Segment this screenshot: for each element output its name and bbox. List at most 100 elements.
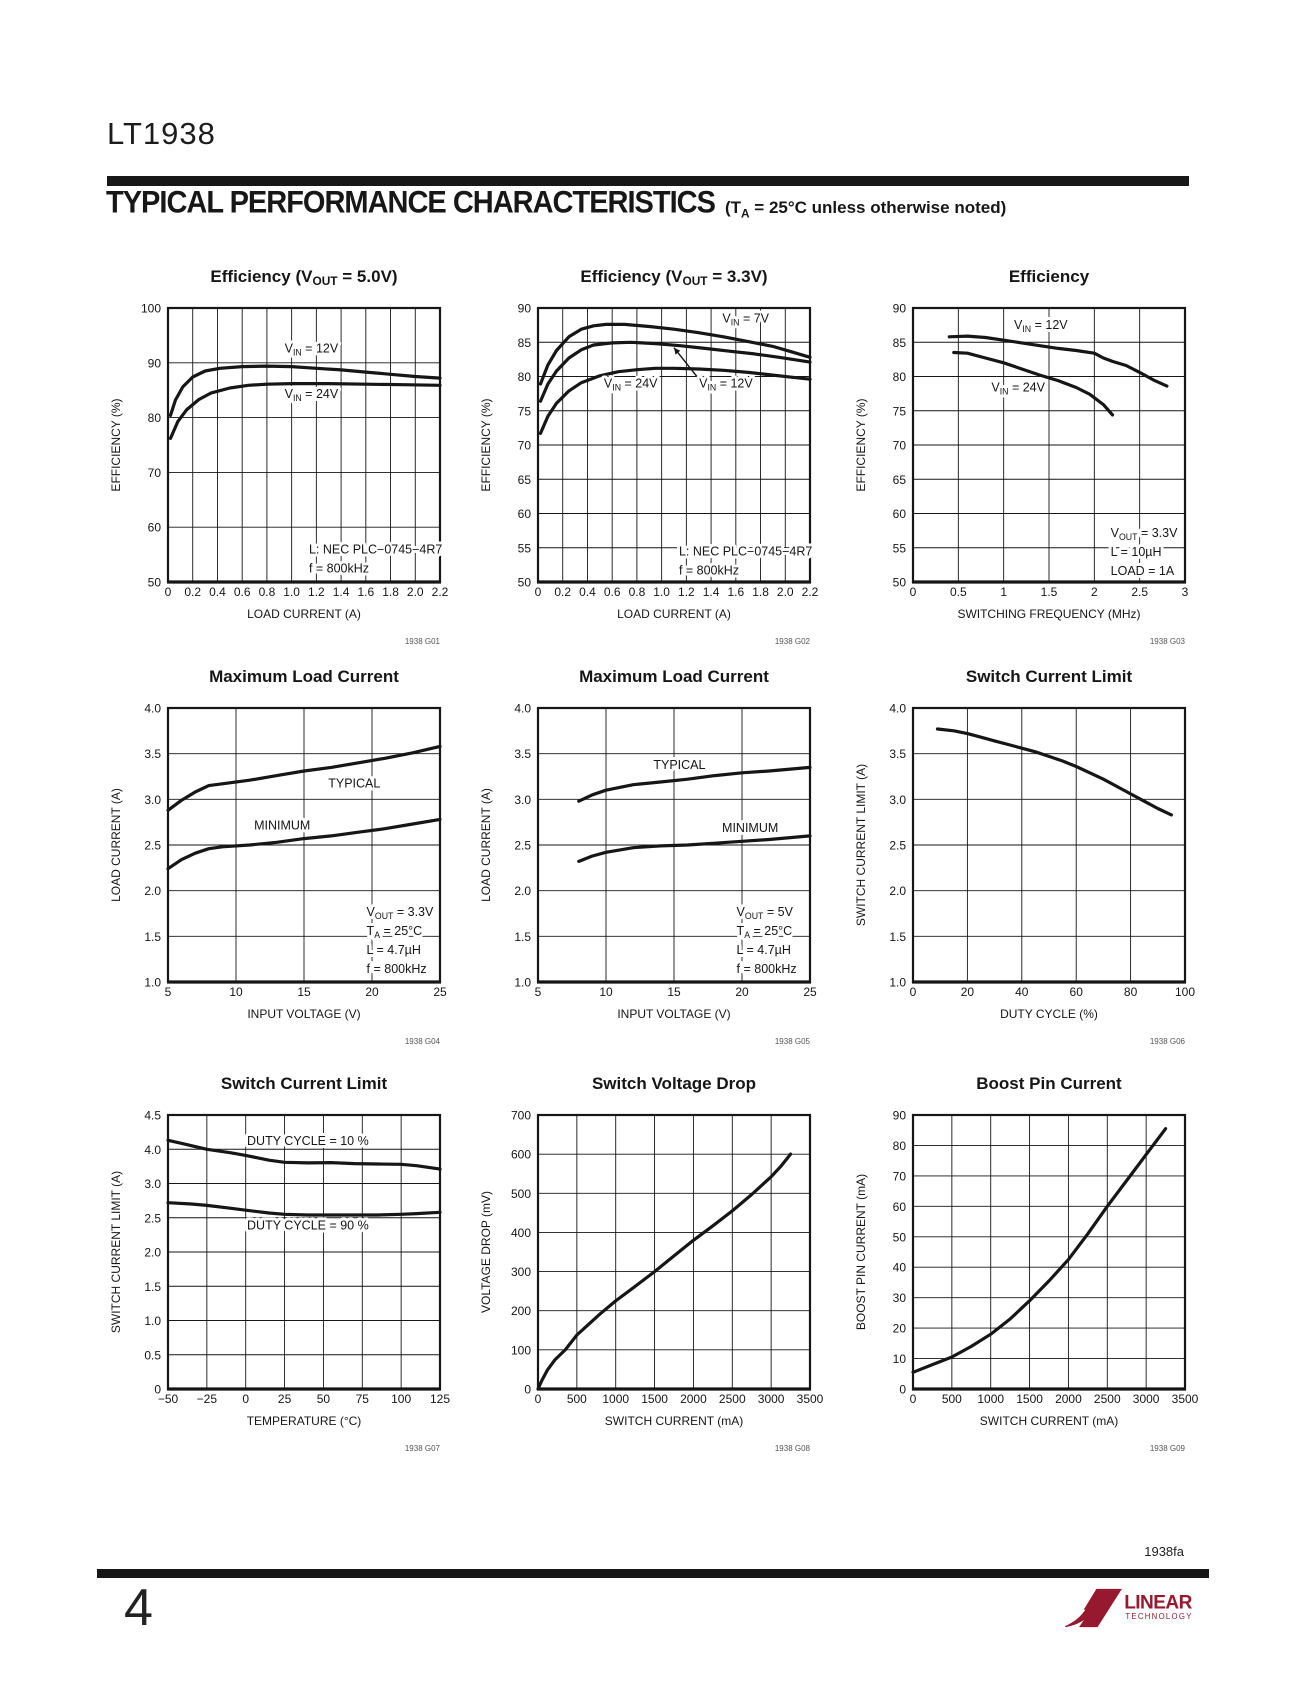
curve-labels: VIN = 7V VIN = 24V VIN = 12V bbox=[601, 308, 773, 395]
x-tick: 500 bbox=[942, 1392, 962, 1406]
y-tick-labels: 700 600 500 400 300 200 100 0 bbox=[511, 1109, 531, 1397]
section-title: TYPICAL PERFORMANCE CHARACTERISTICS bbox=[106, 185, 716, 220]
page-number: 4 bbox=[124, 1579, 153, 1637]
annotation-line: L = 10µH bbox=[1111, 545, 1162, 559]
x-tick: 2.0 bbox=[777, 585, 794, 599]
plot-frame bbox=[911, 706, 1187, 984]
x-tick-labels: 0 0.5 1 1.5 2 2.5 3 bbox=[910, 585, 1189, 599]
annotation-line: L = 4.7µH bbox=[367, 943, 421, 957]
x-tick: 100 bbox=[391, 1392, 411, 1406]
y-axis-label: LOAD CURRENT (A) bbox=[109, 788, 123, 902]
y-tick: 3.0 bbox=[144, 793, 161, 807]
y-tick: 2.5 bbox=[889, 839, 906, 853]
curve-label: VIN = 12V bbox=[285, 341, 339, 357]
x-tick: 20 bbox=[365, 985, 379, 999]
x-tick: 3000 bbox=[1133, 1392, 1160, 1406]
x-tick: 0 bbox=[910, 585, 917, 599]
y-tick: 1.0 bbox=[144, 976, 161, 990]
x-tick: 15 bbox=[667, 985, 681, 999]
y-tick: 55 bbox=[893, 541, 907, 555]
curve-label: DUTY CYCLE = 90 % bbox=[247, 1218, 369, 1232]
y-tick: 4.0 bbox=[889, 702, 906, 716]
x-tick: 25 bbox=[433, 985, 447, 999]
chart-title: Maximum Load Current bbox=[209, 667, 399, 686]
x-tick: 2 bbox=[1091, 585, 1098, 599]
y-tick: 2.5 bbox=[514, 839, 531, 853]
curve-1 bbox=[935, 727, 1173, 817]
x-tick: 3500 bbox=[1172, 1392, 1199, 1406]
x-tick: 0 bbox=[165, 585, 172, 599]
curve-1 bbox=[911, 1127, 1168, 1374]
y-tick: 600 bbox=[511, 1148, 531, 1162]
x-tick: 0.4 bbox=[209, 585, 226, 599]
x-axis-label: SWITCHING FREQUENCY (MHz) bbox=[957, 607, 1140, 621]
curve-2 bbox=[952, 350, 1115, 417]
y-tick: 4.5 bbox=[144, 1109, 161, 1123]
x-tick: 125 bbox=[430, 1392, 450, 1406]
x-tick: 3000 bbox=[758, 1392, 785, 1406]
x-tick: 1.8 bbox=[752, 585, 769, 599]
annotation-line: VOUT = 3.3V bbox=[1111, 526, 1178, 542]
x-tick: 1.4 bbox=[703, 585, 720, 599]
annotation-line: VOUT = 5V bbox=[737, 905, 794, 921]
y-tick: 500 bbox=[511, 1187, 531, 1201]
curve-label: MINIMUM bbox=[722, 821, 778, 835]
y-tick: 100 bbox=[141, 302, 161, 316]
curve-labels: VIN = 12V VIN = 24V bbox=[988, 315, 1071, 399]
y-tick: 3.5 bbox=[889, 747, 906, 761]
x-tick-labels: 5 10 15 20 25 bbox=[535, 985, 817, 999]
chart-ref: 1938 G05 bbox=[775, 1037, 811, 1046]
x-tick: 3 bbox=[1182, 585, 1189, 599]
y-tick: 90 bbox=[518, 302, 532, 316]
logo-lt-mark-flag bbox=[1079, 1588, 1122, 1628]
series-group bbox=[947, 334, 1169, 417]
chart-ref: 1938 G01 bbox=[405, 637, 441, 646]
y-tick: 4.0 bbox=[514, 702, 531, 716]
y-axis-label: SWITCH CURRENT LIMIT (A) bbox=[854, 764, 868, 926]
curve-3 bbox=[538, 366, 812, 435]
y-tick: 30 bbox=[893, 1291, 907, 1305]
curve-2 bbox=[166, 817, 442, 871]
y-tick: 60 bbox=[893, 507, 907, 521]
x-tick: 25 bbox=[803, 985, 817, 999]
x-tick: 10 bbox=[229, 985, 243, 999]
y-tick: 60 bbox=[148, 521, 162, 535]
x-tick: 0.2 bbox=[554, 585, 571, 599]
x-tick: 80 bbox=[1124, 985, 1138, 999]
section-header: TYPICAL PERFORMANCE CHARACTERISTICS (TA =… bbox=[106, 185, 1006, 221]
series-group bbox=[168, 364, 442, 440]
chart-ref: 1938 G03 bbox=[1150, 637, 1186, 646]
y-tick-labels: 100 90 80 70 60 50 bbox=[141, 302, 161, 590]
doc-ref: 1938fa bbox=[1144, 1544, 1184, 1559]
series-group bbox=[577, 765, 812, 863]
y-tick: 55 bbox=[518, 541, 532, 555]
chart-g07: DUTY CYCLE = 10 % DUTY CYCLE = 90 % −50 −25… bbox=[109, 1074, 450, 1453]
annotation-line: LOAD = 1A bbox=[1111, 564, 1175, 578]
x-axis-label: INPUT VOLTAGE (V) bbox=[247, 1007, 360, 1021]
x-axis-label: SWITCH CURRENT (mA) bbox=[980, 1414, 1118, 1428]
x-tick: 1.5 bbox=[1041, 585, 1058, 599]
x-tick: 60 bbox=[1070, 985, 1084, 999]
logo-svg: LINEAR TECHNOLOGY bbox=[1065, 1588, 1193, 1628]
conditions-annotation: VOUT = 5V TA = 25°C L = 4.7µH f = 800kHz bbox=[734, 902, 800, 979]
x-tick: 0 bbox=[910, 985, 917, 999]
y-tick: 70 bbox=[893, 439, 907, 453]
x-tick: 1500 bbox=[641, 1392, 668, 1406]
x-axis-label: DUTY CYCLE (%) bbox=[1000, 1007, 1098, 1021]
y-tick: 70 bbox=[148, 466, 162, 480]
x-tick: −50 bbox=[158, 1392, 179, 1406]
x-tick: 1.2 bbox=[308, 585, 325, 599]
x-tick-labels: 0 500 1000 1500 2000 2500 3000 3500 bbox=[910, 1392, 1199, 1406]
chart-title: Efficiency (VOUT = 5.0V) bbox=[210, 267, 397, 288]
y-tick: 4.0 bbox=[144, 702, 161, 716]
series-group bbox=[935, 727, 1173, 817]
x-tick: 1 bbox=[1000, 585, 1007, 599]
y-tick-labels: 90 85 80 75 70 65 60 55 50 bbox=[518, 302, 532, 590]
annotation-line: VOUT = 3.3V bbox=[367, 905, 434, 921]
y-axis-label: SWITCH CURRENT LIMIT (A) bbox=[109, 1171, 123, 1333]
curve-label: VIN = 24V bbox=[285, 387, 339, 403]
y-tick: 2.0 bbox=[144, 1246, 161, 1260]
chart-ref: 1938 G07 bbox=[405, 1444, 441, 1453]
x-tick: 0.6 bbox=[234, 585, 251, 599]
